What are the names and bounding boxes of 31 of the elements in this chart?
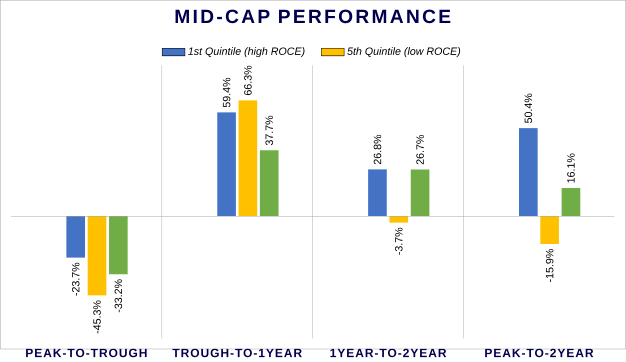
bar <box>389 216 408 223</box>
bar <box>238 100 258 216</box>
bar <box>66 216 86 258</box>
data-label: 59.4% <box>222 78 230 108</box>
bar <box>518 128 538 216</box>
x-tick-label: PEAK-TO-TROUGH <box>26 348 147 358</box>
bar <box>260 150 279 216</box>
bar <box>368 170 387 216</box>
data-label: 50.4% <box>524 94 532 124</box>
bar <box>88 216 106 296</box>
data-label: -45.3% <box>93 300 101 334</box>
bar <box>217 112 236 216</box>
data-label: -23.7% <box>72 262 80 296</box>
x-tick-label: 1YEAR-TO-2YEAR <box>330 348 446 358</box>
legend-label: 1st Quintile (high ROCE) <box>188 47 304 58</box>
bar <box>562 188 580 216</box>
bar <box>540 216 559 244</box>
x-tick-label: TROUGH-TO-1YEAR <box>172 348 302 358</box>
chart-title: MID-CAP PERFORMANCE <box>176 10 450 24</box>
legend-label: 5th Quintile (low ROCE) <box>347 47 460 58</box>
data-label: 26.8% <box>374 135 382 164</box>
data-label: 66.3% <box>244 66 252 96</box>
data-label: -3.7% <box>394 228 403 255</box>
data-label: 16.1% <box>567 154 575 183</box>
data-label: -15.9% <box>546 249 554 282</box>
data-label: 37.7% <box>265 116 273 146</box>
data-label: 26.7% <box>416 135 424 164</box>
data-label: -33.2% <box>114 280 122 312</box>
x-tick-label: PEAK-TO-2YEAR <box>485 348 594 358</box>
bar <box>410 170 430 216</box>
bar <box>109 216 128 274</box>
